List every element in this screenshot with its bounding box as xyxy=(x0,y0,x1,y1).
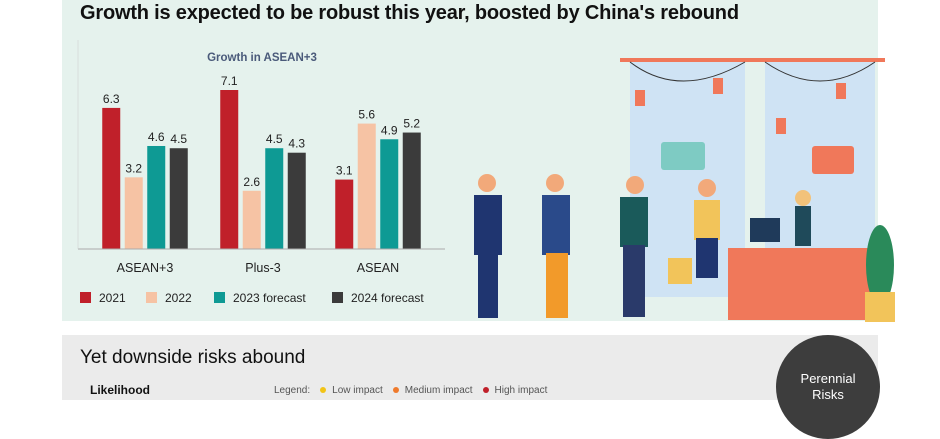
bar-2022-ASEAN+3 xyxy=(124,177,143,249)
bar-2021-Plus-3 xyxy=(220,90,239,249)
legend-label: Legend: xyxy=(274,385,311,396)
legend-label: 2022 xyxy=(165,291,192,305)
bar-2022-ASEAN xyxy=(357,123,376,249)
bar-value-label: 5.6 xyxy=(358,108,375,122)
businessman-right xyxy=(542,174,570,318)
growth-chart: Growth in ASEAN+3 6.3 3.2 4.6 4.5 7.1 2.6 4.5 4… xyxy=(77,40,445,305)
bar-2023-forecast-ASEAN+3 xyxy=(147,145,166,249)
bar-2022-Plus-3 xyxy=(242,190,261,249)
bar-value-label: 3.2 xyxy=(125,161,142,175)
bar-2024-forecast-Plus-3 xyxy=(287,152,306,249)
category-label: ASEAN xyxy=(357,261,399,275)
impact-legend: Legend: Low impact Medium impact High im… xyxy=(274,385,547,396)
counter xyxy=(728,248,878,320)
businessman-left xyxy=(474,174,502,318)
bar-value-label: 7.1 xyxy=(221,74,238,88)
legend-high: High impact xyxy=(482,385,547,396)
risks-panel: Yet downside risks abound Likelihood Leg… xyxy=(62,335,878,400)
bar-2024-forecast-ASEAN+3 xyxy=(169,148,188,249)
medium-dot-icon xyxy=(392,387,399,394)
legend-swatch xyxy=(214,292,225,303)
legend-label: 2021 xyxy=(99,291,126,305)
shopping-illustration xyxy=(474,58,895,322)
bar-2021-ASEAN xyxy=(335,179,354,249)
bar-value-label: 2.6 xyxy=(243,175,260,189)
bar-2021-ASEAN+3 xyxy=(102,107,121,249)
bar-value-label: 3.1 xyxy=(336,164,353,178)
high-dot-icon xyxy=(482,387,489,394)
bar-2024-forecast-ASEAN xyxy=(402,132,421,249)
risks-title: Yet downside risks abound xyxy=(80,347,306,368)
likelihood-axis-label: Likelihood xyxy=(90,383,150,397)
page-title: Growth is expected to be robust this yea… xyxy=(80,2,739,24)
shopper-woman xyxy=(668,179,720,284)
legend-swatch xyxy=(80,292,91,303)
legend-label: 2024 forecast xyxy=(351,291,424,305)
low-dot-icon xyxy=(320,387,327,394)
category-label: ASEAN+3 xyxy=(117,261,174,275)
legend-swatch xyxy=(146,292,157,303)
category-label: Plus-3 xyxy=(245,261,280,275)
bar-value-label: 4.6 xyxy=(148,130,165,144)
legend-low: Low impact xyxy=(320,385,383,396)
bar-value-label: 4.5 xyxy=(266,132,283,146)
bar-value-label: 5.2 xyxy=(403,117,420,131)
bar-value-label: 6.3 xyxy=(103,92,120,106)
speech-bubble-icon xyxy=(812,146,854,174)
perennial-risks-badge: Perennial Risks xyxy=(776,335,880,439)
bar-value-label: 4.3 xyxy=(288,137,305,151)
bar-2023-forecast-ASEAN xyxy=(380,139,399,249)
legend-swatch xyxy=(332,292,343,303)
chart-title: Growth in ASEAN+3 xyxy=(207,52,317,64)
legend-label: 2023 forecast xyxy=(233,291,306,305)
speech-bubble-icon xyxy=(661,142,705,170)
window xyxy=(630,62,745,297)
legend-medium: Medium impact xyxy=(392,385,473,396)
shopper-man xyxy=(620,176,648,317)
bar-2023-forecast-Plus-3 xyxy=(265,148,284,249)
bar-value-label: 4.5 xyxy=(170,132,187,146)
bar-value-label: 4.9 xyxy=(381,123,398,137)
